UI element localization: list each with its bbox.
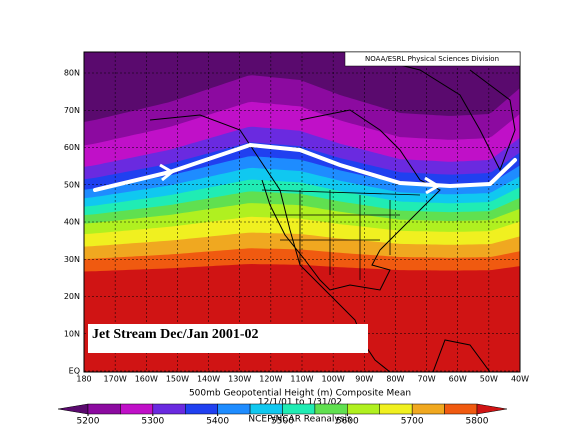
colorbar-segment (249, 403, 283, 415)
lat-label: EQ (69, 367, 80, 376)
caption-title: 500mb Geopotential Height (m) Composite … (189, 389, 411, 399)
map-frame (83, 51, 521, 373)
lon-label: 60W (449, 375, 467, 384)
lon-label: 130W (228, 375, 251, 384)
caption-credit: NCEP/NCAR Reanalysis (248, 415, 352, 425)
colorbar-label: 5600 (336, 417, 359, 427)
map-label: Jet Stream Dec/Jan 2001-02 (92, 327, 259, 342)
colorbar-label: 5300 (141, 417, 164, 427)
lat-label: 50N (64, 180, 80, 189)
colorbar-segment (347, 403, 381, 415)
lon-label: 180 (76, 375, 91, 384)
colorbar-segment (444, 403, 478, 415)
source: NOAA/ESRL Physical Sciences Division (365, 55, 499, 63)
colorbar-label: 5800 (466, 417, 489, 427)
lon-label: 110W (290, 375, 313, 384)
lon-label: 80W (386, 375, 404, 384)
colorbar-label: 5200 (77, 417, 100, 427)
lat-label: 80N (64, 69, 80, 78)
lon-label: 120W (259, 375, 282, 384)
lon-label: 150W (166, 375, 189, 384)
colorbar-segment (217, 403, 251, 415)
lon-label: 170W (104, 375, 127, 384)
us-borders (261, 189, 421, 280)
colorbar-label: 5400 (206, 417, 229, 427)
jet-arrow (159, 163, 441, 195)
lon-label: 90W (355, 375, 373, 384)
colorbar-end (476, 403, 508, 415)
colorbar-segment (152, 403, 186, 415)
colorbar-segment (282, 403, 316, 415)
colorbar-segment (314, 403, 348, 415)
lat-label: 40N (64, 218, 80, 227)
colorbar-label: 5500 (271, 417, 294, 427)
lat-label: 60N (64, 143, 80, 152)
lat-label: 70N (64, 106, 80, 115)
colorbar-segment (87, 403, 121, 415)
lon-label: 140W (197, 375, 220, 384)
colorbar-segment (411, 403, 445, 415)
colorbar: 5200 5300 5400 5500 5600 5700 5800 (57, 403, 508, 427)
lon-label: 40W (511, 375, 529, 384)
jet-stream (93, 143, 517, 192)
lon-label: 160W (135, 375, 158, 384)
colorbar-segment (120, 403, 154, 415)
source-box (344, 51, 521, 67)
lat-label: 10N (64, 329, 80, 338)
colorbar-segment (185, 403, 218, 415)
lon-label: 50W (480, 375, 498, 384)
lon-label: 100W (322, 375, 345, 384)
lat-label: 20N (64, 292, 80, 301)
lat-label: 30N (64, 255, 80, 264)
coastline (149, 59, 516, 372)
caption-dates: 12/1/01 to 1/31/02 (258, 398, 342, 408)
label-box (88, 324, 368, 353)
colorbar-end (57, 403, 89, 415)
lon-label: 70W (418, 375, 436, 384)
colorbar-segment (379, 403, 413, 415)
colorbar-label: 5700 (401, 417, 424, 427)
